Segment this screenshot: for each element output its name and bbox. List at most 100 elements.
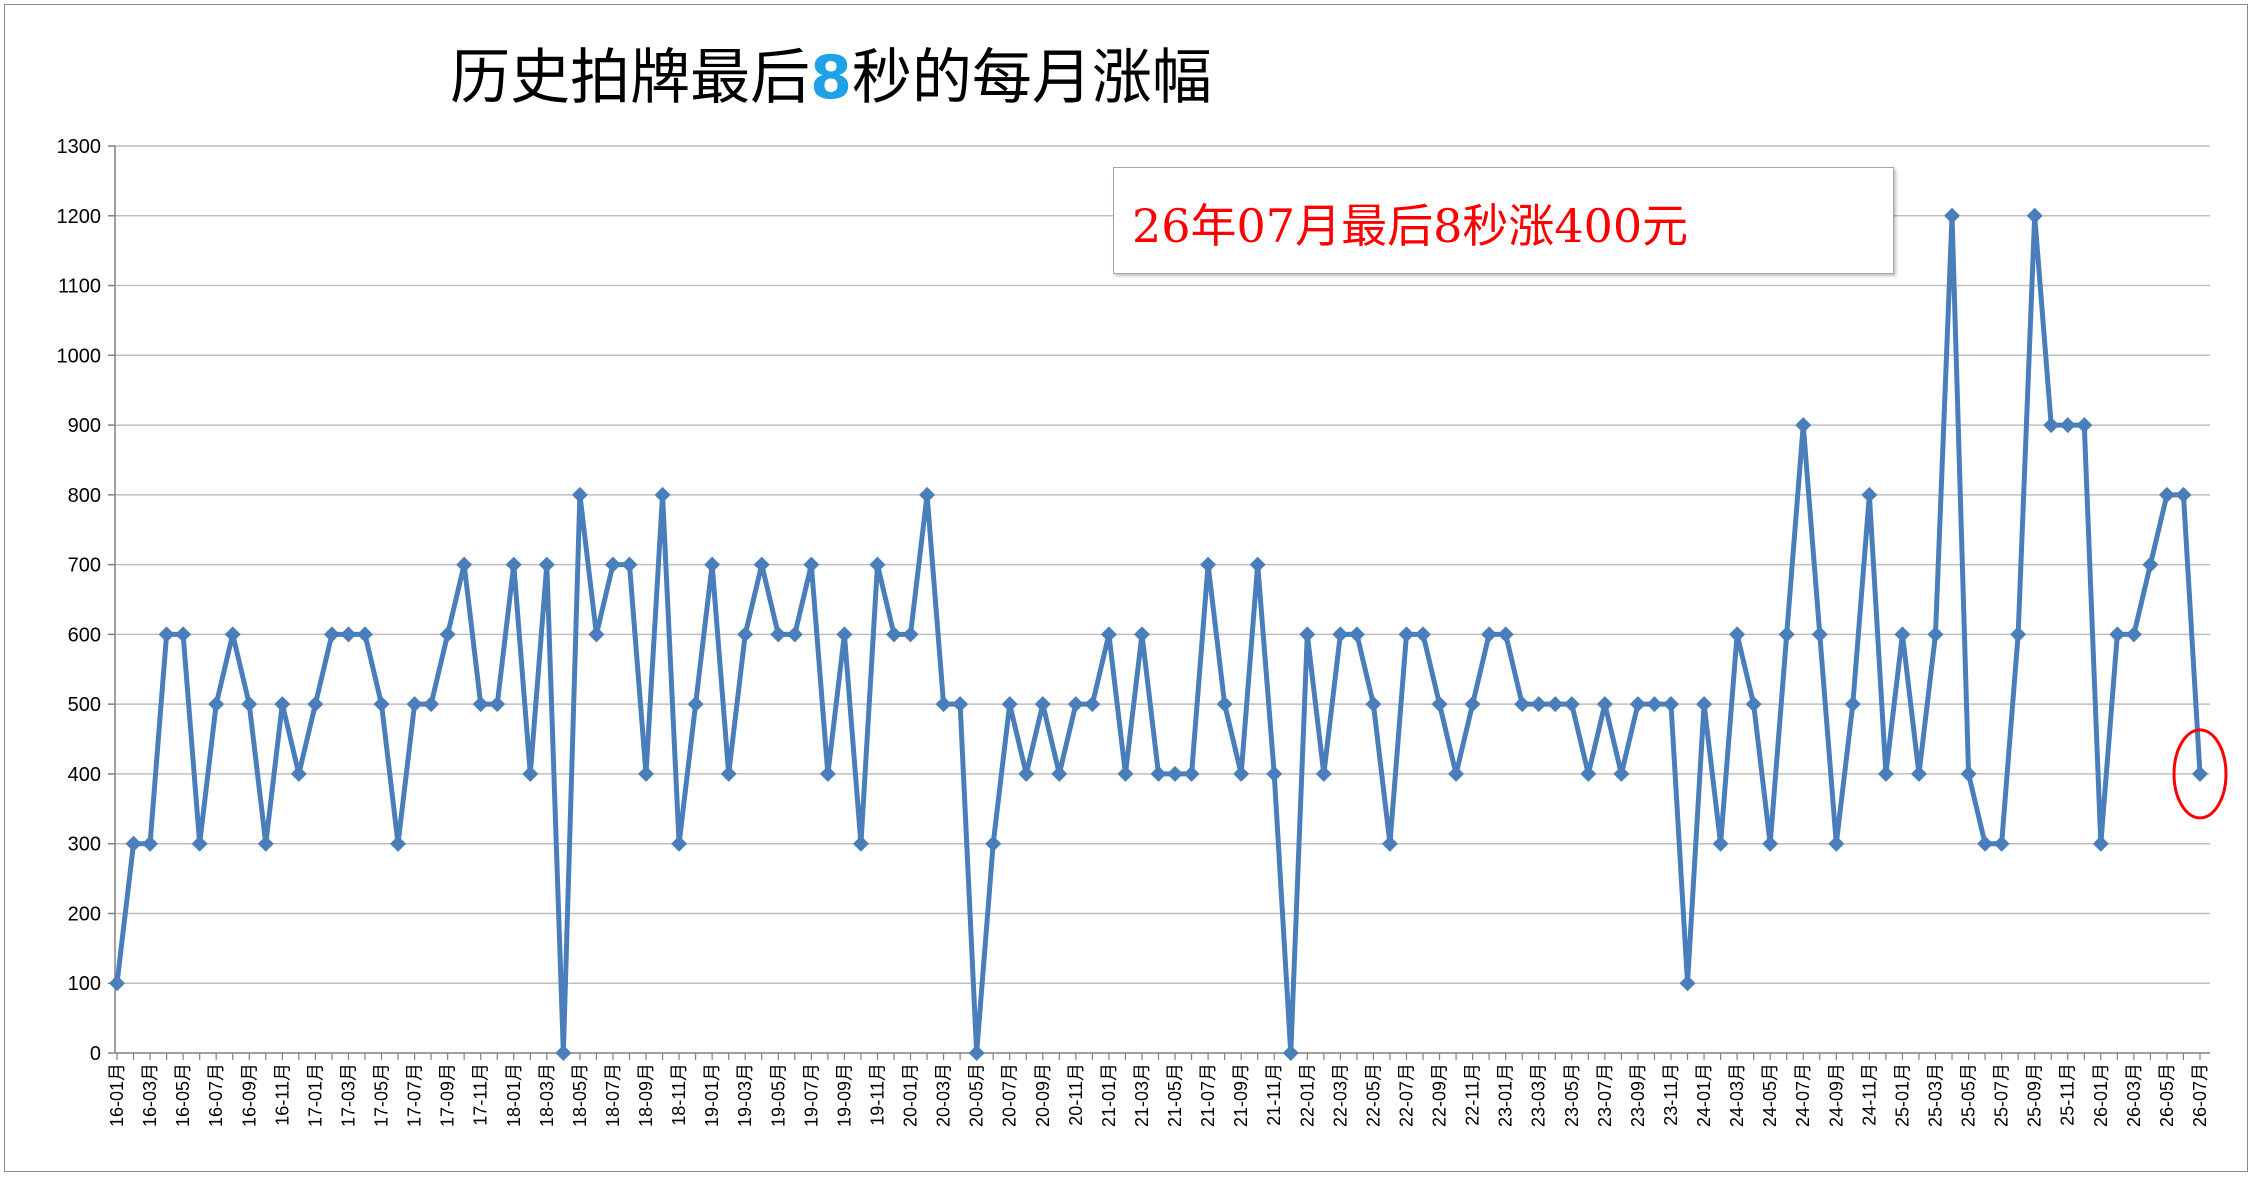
data-point (1646, 696, 1663, 713)
x-tick-label: 17-01月 (305, 1063, 325, 1127)
data-point (869, 556, 886, 573)
x-tick-label: 20-11月 (1066, 1063, 1086, 1126)
data-point (1249, 556, 1266, 573)
x-tick-label: 20-09月 (1033, 1063, 1053, 1127)
x-tick-label: 22-11月 (1463, 1063, 1483, 1126)
data-point (191, 835, 208, 852)
data-point (2043, 417, 2060, 434)
x-tick-label: 21-05月 (1165, 1063, 1185, 1127)
x-tick-label: 25-01月 (1892, 1063, 1912, 1127)
data-point (687, 696, 704, 713)
x-tick-label: 16-03月 (140, 1063, 160, 1127)
x-tick-label: 20-03月 (934, 1063, 954, 1127)
y-tick-label: 900 (68, 415, 101, 437)
data-point (1067, 696, 1084, 713)
x-tick-label: 26-05月 (2157, 1063, 2177, 1127)
data-point (2076, 417, 2093, 434)
data-point (356, 626, 373, 643)
data-point (1580, 765, 1597, 782)
data-point (604, 556, 621, 573)
x-tick-label: 21-09月 (1231, 1063, 1251, 1127)
data-point (588, 626, 605, 643)
x-tick-label: 26-01月 (2091, 1063, 2111, 1127)
data-point (786, 626, 803, 643)
data-point (472, 696, 489, 713)
x-tick-label: 25-09月 (2025, 1063, 2045, 1127)
data-point (1398, 626, 1415, 643)
data-point (1514, 696, 1531, 713)
x-tick-label: 18-05月 (570, 1063, 590, 1127)
data-point (1778, 626, 1795, 643)
x-tick-label: 19-03月 (735, 1063, 755, 1127)
data-point (406, 696, 423, 713)
x-tick-label: 24-11月 (1859, 1063, 1879, 1126)
x-tick-label: 19-09月 (834, 1063, 854, 1127)
data-point (1200, 556, 1217, 573)
data-point (390, 835, 407, 852)
y-tick-label: 300 (68, 834, 101, 856)
data-point (968, 1045, 985, 1061)
x-tick-label: 16-05月 (173, 1063, 193, 1127)
y-tick-label: 700 (68, 555, 101, 577)
data-point (952, 696, 969, 713)
x-tick-label: 22-05月 (1363, 1063, 1383, 1127)
data-point (1629, 696, 1646, 713)
data-point (1415, 626, 1432, 643)
x-tick-label: 22-07月 (1396, 1063, 1416, 1127)
y-tick-label: 200 (68, 903, 101, 925)
x-tick-label: 26-03月 (2124, 1063, 2144, 1127)
data-point (1745, 696, 1762, 713)
y-tick-label: 600 (68, 624, 101, 646)
data-point (1381, 835, 1398, 852)
data-point (1282, 1045, 1299, 1061)
title-part-2: 秒的每月涨幅 (851, 43, 1212, 113)
data-point (1018, 765, 1035, 782)
data-point (1266, 765, 1283, 782)
data-point (1332, 626, 1349, 643)
data-point (1365, 696, 1382, 713)
data-point (1051, 765, 1068, 782)
y-tick-label: 500 (68, 694, 101, 716)
x-tick-label: 18-11月 (669, 1063, 689, 1126)
data-point (175, 626, 192, 643)
x-tick-label: 23-09月 (1628, 1063, 1648, 1127)
gridlines (108, 145, 2210, 1054)
data-point (505, 556, 522, 573)
x-tick-label: 24-09月 (1826, 1063, 1846, 1127)
annotation-text: 26年07月最后8秒涨400元 (1132, 199, 1689, 253)
data-point (1844, 696, 1861, 713)
data-point (142, 835, 159, 852)
data-point (836, 626, 853, 643)
title-part-1: 历史拍牌最后 (450, 43, 811, 113)
y-tick-label: 100 (68, 973, 101, 995)
x-tick-label: 16-01月 (107, 1063, 127, 1127)
x-tick-label: 24-05月 (1760, 1063, 1780, 1127)
data-point (571, 486, 588, 503)
data-point (1944, 207, 1961, 224)
data-point (885, 626, 902, 643)
annotation-box: 26年07月最后8秒涨400元 (1113, 167, 1894, 274)
x-tick-label: 26-07月 (2190, 1063, 2210, 1127)
data-point (1696, 696, 1713, 713)
data-point (1497, 626, 1514, 643)
data-point (1481, 626, 1498, 643)
data-point (456, 556, 473, 573)
x-tick-label: 20-05月 (967, 1063, 987, 1127)
data-point (2109, 626, 2126, 643)
data-point (2192, 765, 2208, 782)
x-tick-label: 17-07月 (405, 1063, 425, 1127)
data-point (1117, 765, 1134, 782)
y-tick-label: 1100 (58, 276, 101, 298)
data-point (1216, 696, 1233, 713)
data-point (2125, 626, 2142, 643)
y-tick-label: 800 (68, 485, 101, 507)
data-point (1233, 765, 1250, 782)
x-tick-label: 24-01月 (1694, 1063, 1714, 1127)
data-point (1596, 696, 1613, 713)
data-point (1795, 417, 1812, 434)
x-tick-label: 19-05月 (768, 1063, 788, 1127)
x-tick-label: 16-11月 (272, 1063, 292, 1126)
data-point (1348, 626, 1365, 643)
data-point (109, 975, 125, 992)
data-point (1034, 696, 1051, 713)
